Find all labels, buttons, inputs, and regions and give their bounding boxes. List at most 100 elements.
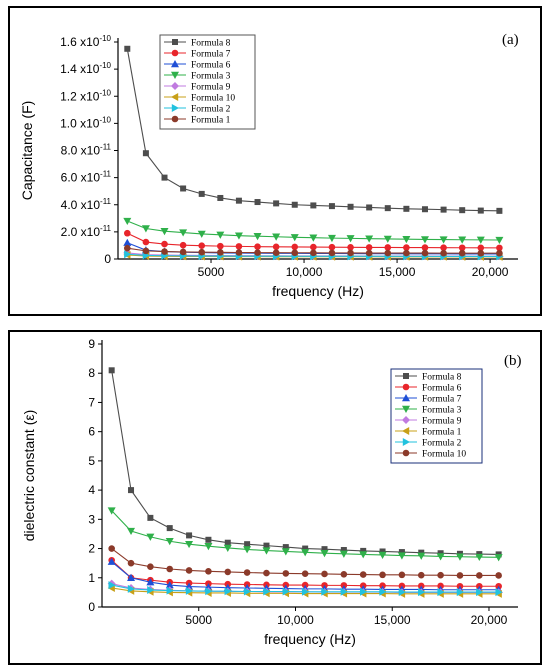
data-point: [398, 549, 405, 556]
data-point: [340, 547, 347, 554]
legend-marker: [171, 49, 179, 57]
legend-marker: [402, 394, 410, 402]
data-point: [217, 242, 224, 250]
data-point: [384, 244, 392, 251]
data-point: [327, 234, 336, 243]
x-tick-label: 20,000: [471, 613, 508, 627]
data-point: [128, 487, 135, 494]
legend-item: Formula 1: [395, 427, 462, 438]
legend-item: Formula 6: [395, 384, 462, 394]
legend-item: Formula 8: [164, 39, 231, 49]
legend-item: Formula 10: [395, 450, 466, 460]
y-tick-label: 8: [88, 366, 95, 380]
legend-item: Formula 7: [164, 50, 231, 60]
data-point: [108, 367, 115, 374]
legend-item: Formula 1: [164, 116, 231, 126]
data-point: [456, 588, 464, 597]
legend-item: Formula 3: [164, 72, 231, 82]
data-point: [321, 587, 329, 596]
data-point: [282, 570, 290, 577]
y-tick-label: 8.0 x10-11: [61, 143, 112, 158]
data-point: [496, 244, 503, 252]
data-point: [437, 571, 444, 579]
data-point: [379, 548, 386, 555]
data-point: [166, 565, 174, 573]
data-point: [458, 249, 466, 257]
legend-item: Formula 8: [395, 373, 462, 383]
legend-label: Formula 7: [422, 395, 462, 405]
legend-marker: [171, 104, 179, 112]
data-point: [365, 235, 374, 243]
legend-item: Formula 9: [164, 82, 231, 93]
x-axis-title: frequency (Hz): [264, 631, 356, 647]
data-point: [141, 225, 150, 233]
data-point: [320, 550, 329, 558]
data-point: [310, 243, 317, 251]
legend-label: Formula 3: [422, 406, 462, 416]
data-point: [185, 540, 194, 549]
data-point: [146, 578, 155, 586]
data-point: [458, 244, 466, 252]
data-point: [476, 572, 483, 579]
legend-label: Formula 7: [191, 50, 231, 60]
data-point: [216, 231, 225, 239]
series-formula-3: [123, 217, 504, 245]
data-point: [204, 543, 213, 551]
y-tick-label: 7: [88, 395, 95, 409]
data-point: [235, 197, 242, 204]
legend-marker: [402, 416, 410, 424]
data-point: [165, 581, 174, 589]
legend-label: Formula 1: [422, 428, 462, 438]
data-point: [180, 185, 187, 192]
data-point: [403, 205, 410, 212]
data-point: [124, 229, 131, 237]
data-point: [494, 554, 503, 562]
data-point: [379, 587, 387, 596]
data-point: [398, 588, 406, 597]
y-tick-label: 0: [88, 600, 95, 614]
data-point: [310, 202, 317, 209]
data-point: [379, 571, 386, 579]
data-point: [205, 536, 212, 543]
data-point: [224, 568, 232, 576]
data-point: [418, 549, 425, 556]
data-point: [321, 570, 328, 578]
data-point: [477, 244, 485, 252]
data-point: [455, 553, 464, 561]
data-point: [127, 584, 136, 593]
series-formula-1: [124, 244, 503, 257]
data-point: [290, 234, 299, 242]
data-point: [243, 546, 252, 554]
data-point: [224, 539, 231, 546]
data-point: [185, 567, 193, 574]
data-point: [417, 552, 426, 560]
legend-item: Formula 9: [395, 416, 462, 427]
legend-marker: [171, 60, 179, 68]
legend-marker: [171, 115, 179, 123]
chart-panel-a: 0 2.0 x10-11 4.0 x10-11 6.0 x10-11 8.0 x10-1…: [8, 6, 542, 316]
data-point: [123, 217, 132, 226]
data-point: [398, 571, 406, 579]
data-point: [384, 205, 391, 212]
data-point: [476, 236, 485, 244]
y-axis-title: dielectric constant (ε): [21, 410, 37, 542]
data-point: [142, 247, 150, 255]
x-axis-title: frequency (Hz): [272, 283, 364, 299]
data-point: [476, 588, 484, 597]
data-point: [495, 588, 503, 597]
data-point: [243, 569, 251, 576]
data-point: [146, 533, 155, 541]
data-point: [179, 248, 187, 256]
legend-label: Formula 8: [191, 39, 231, 49]
data-point: [254, 249, 261, 256]
data-point: [440, 249, 447, 257]
data-point: [328, 243, 336, 251]
data-point: [263, 587, 271, 596]
series-formula-7: [124, 229, 503, 252]
data-point: [234, 232, 243, 240]
data-point: [440, 206, 447, 213]
data-point: [282, 587, 290, 596]
y-tick-label: 1.0 x10-10: [60, 115, 111, 130]
data-point: [127, 573, 136, 581]
